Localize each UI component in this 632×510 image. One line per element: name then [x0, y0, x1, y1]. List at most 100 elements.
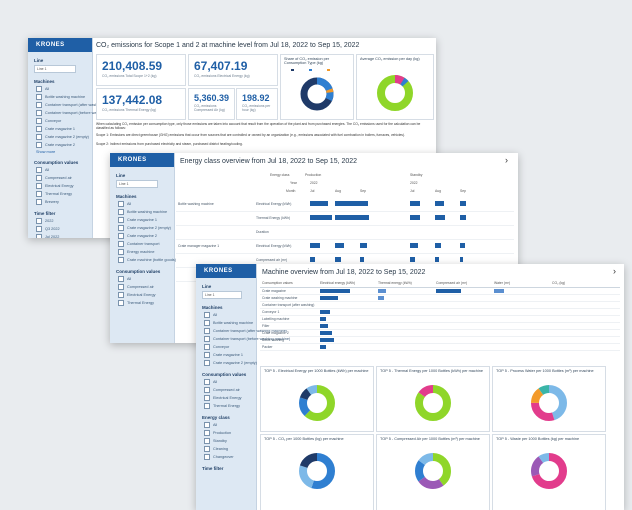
checkbox-icon[interactable]: [204, 430, 210, 436]
consumption-option[interactable]: Compressed air: [118, 284, 174, 290]
machine-option[interactable]: Conveyor: [36, 118, 92, 124]
machine-option[interactable]: Crate magazine 2 (empty): [118, 225, 174, 231]
consumption-option[interactable]: Thermal Energy: [36, 191, 92, 197]
consumption-option[interactable]: Electrical Energy: [204, 395, 256, 401]
consumption-option[interactable]: Electrical Energy: [118, 292, 174, 298]
checkbox-icon[interactable]: [36, 142, 42, 148]
checkbox-icon[interactable]: [118, 233, 124, 239]
column-header[interactable]: Compressed air (m³): [436, 281, 468, 285]
chevron-right-icon[interactable]: ›: [505, 155, 508, 165]
checkbox-icon[interactable]: [36, 94, 42, 100]
checkbox-icon[interactable]: [204, 395, 210, 401]
checkbox-icon[interactable]: [36, 199, 42, 205]
machine-option[interactable]: Bottle washing machine: [36, 94, 92, 100]
checkbox-icon[interactable]: [204, 352, 210, 358]
checkbox-icon[interactable]: [204, 312, 210, 318]
consumption-option[interactable]: All: [118, 276, 174, 282]
checkbox-icon[interactable]: [204, 422, 210, 428]
checkbox-icon[interactable]: [36, 183, 42, 189]
machine-option[interactable]: All: [204, 312, 256, 318]
line-select[interactable]: Line 1: [202, 291, 242, 299]
machine-option[interactable]: Crate magazine 2: [118, 233, 174, 239]
energy-class-option[interactable]: Cleaning: [204, 446, 256, 452]
energy-class-option[interactable]: All: [204, 422, 256, 428]
checkbox-icon[interactable]: [118, 300, 124, 306]
machine-option[interactable]: Container transport (after washing machi…: [204, 328, 287, 334]
checkbox-icon[interactable]: [36, 118, 42, 124]
show-more-link[interactable]: Show more: [36, 150, 56, 154]
checkbox-icon[interactable]: [204, 379, 210, 385]
checkbox-icon[interactable]: [118, 217, 124, 223]
machine-option[interactable]: Crate magazine 1: [118, 217, 174, 223]
checkbox-icon[interactable]: [36, 86, 42, 92]
machine-option[interactable]: Energy machine: [118, 249, 174, 255]
checkbox-icon[interactable]: [36, 175, 42, 181]
column-header[interactable]: Electrical energy (kWh): [320, 281, 356, 285]
checkbox-icon[interactable]: [118, 201, 124, 207]
checkbox-icon[interactable]: [118, 292, 124, 298]
machine-option[interactable]: Crate magazine 2 (empty): [36, 134, 92, 140]
checkbox-icon[interactable]: [118, 284, 124, 290]
checkbox-icon[interactable]: [36, 191, 42, 197]
time-option[interactable]: 2022: [36, 218, 92, 224]
consumption-option[interactable]: Compressed air: [36, 175, 92, 181]
consumption-option[interactable]: All: [204, 379, 256, 385]
checkbox-icon[interactable]: [118, 209, 124, 215]
checkbox-icon[interactable]: [36, 218, 42, 224]
column-header[interactable]: Thermal energy (kWh): [378, 281, 412, 285]
checkbox-icon[interactable]: [118, 249, 124, 255]
machine-option[interactable]: Crate magazine 2: [36, 142, 92, 148]
checkbox-icon[interactable]: [118, 276, 124, 282]
checkbox-icon[interactable]: [204, 403, 210, 409]
machine-option[interactable]: All: [36, 86, 92, 92]
energy-class-option[interactable]: Standby: [204, 438, 256, 444]
consumption-option[interactable]: Thermal Energy: [204, 403, 256, 409]
consumption-option[interactable]: Thermal Energy: [118, 300, 174, 306]
checkbox-icon[interactable]: [204, 320, 210, 326]
checkbox-icon[interactable]: [36, 226, 42, 232]
machine-option[interactable]: Crate magazine 2 (empty): [204, 360, 257, 366]
checkbox-icon[interactable]: [118, 257, 124, 263]
checkbox-icon[interactable]: [36, 110, 42, 116]
column-header[interactable]: Water (m³): [494, 281, 511, 285]
checkbox-icon[interactable]: [204, 446, 210, 452]
machine-option[interactable]: Conveyor: [204, 344, 256, 350]
time-option[interactable]: Q3 2022: [36, 226, 92, 232]
checkbox-icon[interactable]: [36, 167, 42, 173]
time-option[interactable]: Jul 2022: [36, 234, 92, 238]
chevron-right-icon[interactable]: ›: [613, 266, 616, 276]
line-select[interactable]: Line 1: [34, 65, 77, 73]
column-header[interactable]: CO₂ (kg): [552, 281, 566, 285]
checkbox-icon[interactable]: [36, 234, 42, 238]
checkbox-icon[interactable]: [118, 241, 124, 247]
checkbox-icon[interactable]: [204, 387, 210, 393]
machine-option[interactable]: Container transport (before washing mach…: [204, 336, 290, 342]
consumption-option[interactable]: Electrical Energy: [36, 183, 92, 189]
checkbox-icon[interactable]: [36, 126, 42, 132]
energy-class-option[interactable]: Changeover: [204, 454, 256, 460]
consumption-option[interactable]: All: [36, 167, 92, 173]
machine-option[interactable]: Container transport (after washing machi…: [36, 102, 119, 108]
line-select[interactable]: Line 1: [116, 180, 159, 188]
energy-class-option[interactable]: Production: [204, 430, 256, 436]
consumption-option[interactable]: Brewery: [36, 199, 92, 205]
machine-option[interactable]: Bottle washing machine: [118, 209, 174, 215]
machine-option[interactable]: Container transport: [118, 241, 174, 247]
checkbox-icon[interactable]: [204, 454, 210, 460]
checkbox-icon[interactable]: [36, 134, 42, 140]
machine-option[interactable]: Crate magazine 1: [204, 352, 256, 358]
checkbox-icon[interactable]: [36, 102, 42, 108]
checkbox-icon[interactable]: [204, 336, 210, 342]
checkbox-icon[interactable]: [204, 328, 210, 334]
machine-option[interactable]: Crate magazine 1: [36, 126, 92, 132]
machine-option[interactable]: All: [118, 201, 174, 207]
column-header[interactable]: Consumption values: [262, 281, 293, 285]
machine-option[interactable]: Container transport (before washing mach…: [36, 110, 122, 116]
machine-option[interactable]: Bottle washing machine: [204, 320, 256, 326]
checkbox-icon[interactable]: [204, 438, 210, 444]
checkbox-icon[interactable]: [204, 344, 210, 350]
machine-option[interactable]: Crate machine (bottle goods): [118, 257, 176, 263]
checkbox-icon[interactable]: [118, 225, 124, 231]
checkbox-icon[interactable]: [204, 360, 210, 366]
consumption-option[interactable]: Compressed air: [204, 387, 256, 393]
